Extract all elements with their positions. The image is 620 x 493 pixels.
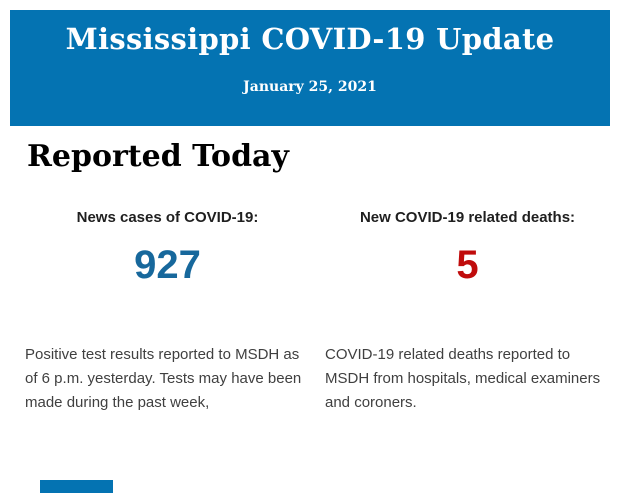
header-banner: Mississippi COVID-19 Update January 25, … xyxy=(10,10,610,126)
section-heading: Reported Today xyxy=(27,139,289,174)
new-deaths-description: COVID-19 related deaths reported to MSDH… xyxy=(325,346,601,411)
new-cases-label: News cases of COVID-19: xyxy=(76,209,259,226)
newsletter-title: Mississippi COVID-19 Update xyxy=(65,22,555,56)
new-cases-value: 927 xyxy=(134,243,201,287)
newsletter-body: Reported Today News cases of COVID-19: 9… xyxy=(0,139,620,415)
new-deaths-label: New COVID-19 related deaths: xyxy=(359,209,576,226)
stat-new-deaths: New COVID-19 related deaths: 5 COVID-19 … xyxy=(325,209,610,415)
new-cases-description: Positive test results reported to MSDH a… xyxy=(25,346,302,411)
stats-row: News cases of COVID-19: 927 Positive tes… xyxy=(25,209,610,415)
cutoff-blue-element xyxy=(40,480,113,493)
newsletter-date: January 25, 2021 xyxy=(243,79,377,95)
newsletter-page: Mississippi COVID-19 Update January 25, … xyxy=(0,10,620,493)
stat-new-cases: News cases of COVID-19: 927 Positive tes… xyxy=(25,209,310,415)
new-deaths-value: 5 xyxy=(456,243,479,287)
